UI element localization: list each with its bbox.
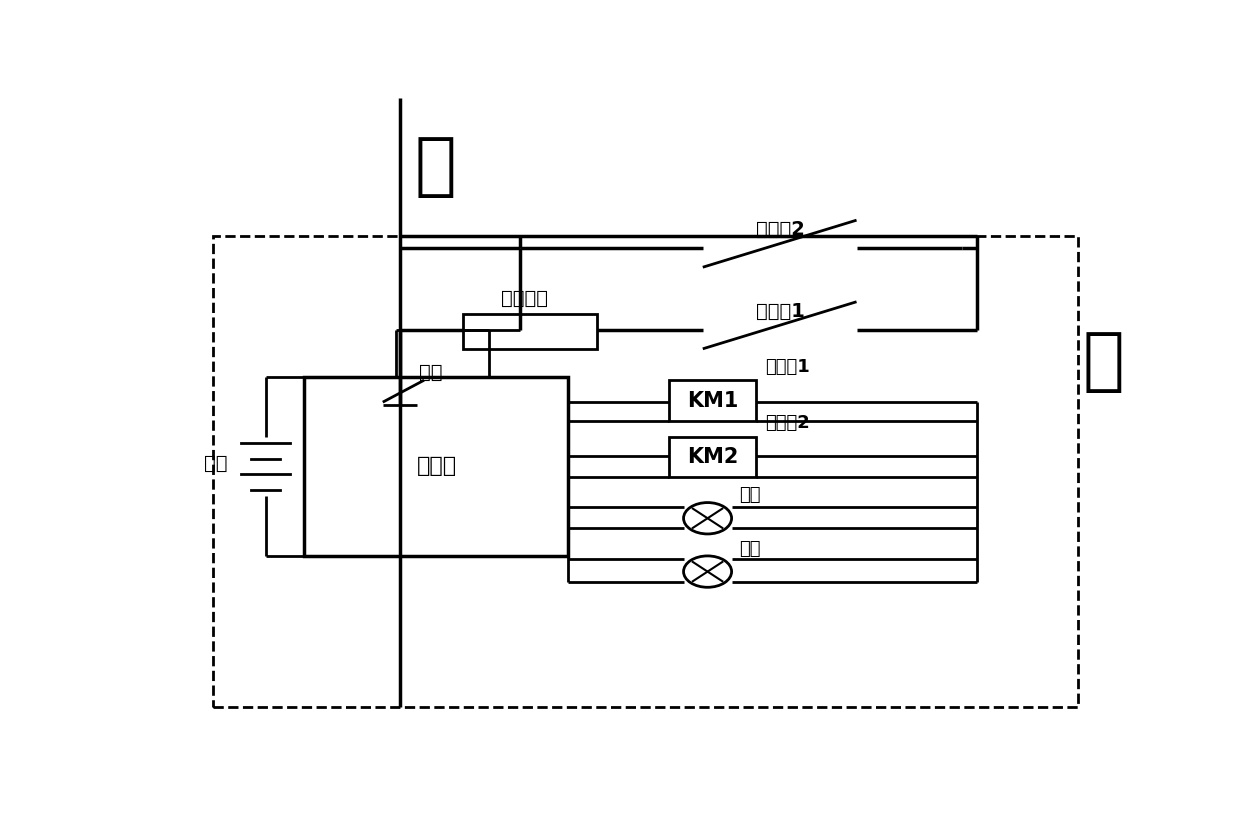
Text: 绿灯: 绿灯	[739, 540, 761, 557]
Bar	[213, 236, 1078, 707]
Text: 负: 负	[1083, 328, 1125, 395]
Text: 接触器1: 接触器1	[765, 358, 810, 376]
Text: 电池: 电池	[203, 454, 227, 474]
Text: 控制板: 控制板	[417, 456, 456, 476]
Bar	[304, 377, 568, 556]
Text: 开关: 开关	[419, 363, 443, 381]
Bar	[670, 437, 755, 478]
Text: 功率电阻: 功率电阻	[501, 289, 548, 308]
Text: 红灯: 红灯	[739, 487, 761, 504]
Text: KM1: KM1	[687, 390, 738, 411]
Circle shape	[683, 556, 732, 588]
Text: 接触器2: 接触器2	[755, 220, 805, 239]
Text: 正: 正	[414, 134, 456, 200]
Text: KM2: KM2	[687, 447, 738, 467]
Bar	[670, 380, 755, 421]
Text: 接触器2: 接触器2	[765, 414, 810, 432]
Bar	[463, 315, 596, 349]
Circle shape	[683, 503, 732, 534]
Text: 接触器1: 接触器1	[755, 302, 805, 320]
